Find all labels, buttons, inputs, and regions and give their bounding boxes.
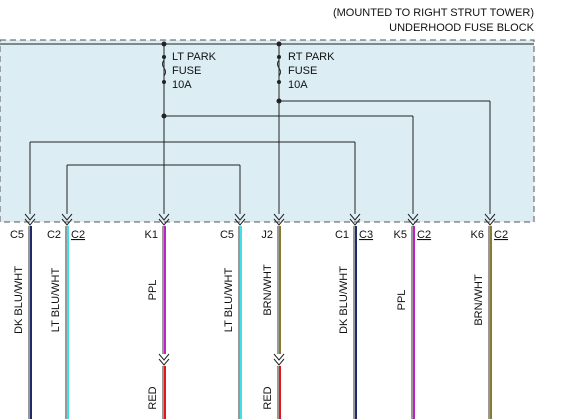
wire-1: LT BLU/WHT: [50, 226, 69, 419]
connector-icon: [158, 213, 170, 221]
pin-7: K6 C2: [471, 213, 508, 241]
wire-5: DK BLU/WHT: [338, 226, 357, 419]
wire-7: BRN/WHT: [473, 226, 492, 419]
pin-6: K5 C2: [394, 213, 431, 241]
fuse-lt-park-rating: 10A: [172, 79, 192, 91]
header-fuse-block-title: UNDERHOOD FUSE BLOCK: [389, 22, 535, 34]
wire-4: BRN/WHT: [262, 226, 281, 354]
fuse-lt-park-type: FUSE: [172, 65, 201, 77]
wire-0: DK BLU/WHT: [13, 226, 32, 419]
wire-color-label: LT BLU/WHT: [50, 268, 62, 333]
fuse-lt-park: LT PARK FUSE 10A: [162, 51, 217, 91]
fuse-rt-park-rating: 10A: [288, 79, 308, 91]
inline-connector-icon: [158, 353, 170, 361]
connector-label: C2: [494, 229, 508, 241]
connector-label: C2: [417, 229, 431, 241]
connector-icon: [407, 213, 419, 221]
fuse-icon: [162, 59, 166, 77]
wire-color-label: LT BLU/WHT: [223, 268, 235, 333]
wire-color-label: RED: [262, 386, 274, 409]
pin-0: C5: [10, 213, 36, 241]
fuse-rt-park-type: FUSE: [288, 65, 317, 77]
connector-label: C3: [359, 229, 373, 241]
pin-label: K1: [145, 229, 158, 241]
connector-icon: [273, 213, 285, 221]
pin-5: C1 C3: [335, 213, 373, 241]
pin-label: C1: [335, 229, 349, 241]
wire-color-label: PPL: [147, 280, 159, 301]
header-mount-location: (MOUNTED TO RIGHT STRUT TOWER): [333, 7, 534, 19]
pin-label: C5: [10, 229, 24, 241]
lower-wire-0: RED: [147, 353, 170, 419]
pin-4: J2: [261, 213, 285, 241]
fuse-rt-park-name: RT PARK: [288, 51, 335, 63]
connector-icon: [24, 213, 36, 221]
pin-connectors: C5 C2 C2 K1 C5 J2 C1 C3 K5 C2 K6 C2: [10, 213, 508, 241]
pin-label: C5: [220, 229, 234, 241]
wire-color-label: DK BLU/WHT: [13, 266, 25, 334]
fuse-lt-park-name: LT PARK: [172, 51, 217, 63]
fuse-icon: [277, 59, 281, 77]
connector-label: C2: [71, 229, 85, 241]
pin-3: C5: [220, 213, 246, 241]
wire-color-label: BRN/WHT: [473, 274, 485, 326]
connector-icon: [349, 213, 361, 221]
pin-label: K6: [471, 229, 484, 241]
lower-wire-1: RED: [262, 353, 285, 419]
pin-1: C2 C2: [47, 213, 85, 241]
wire-color-label: BRN/WHT: [262, 264, 274, 316]
wire-color-label: RED: [147, 386, 159, 409]
wire-color-label: PPL: [396, 290, 408, 311]
wire-color-label: DK BLU/WHT: [338, 266, 350, 334]
connector-icon: [234, 213, 246, 221]
fuse-rt-park: RT PARK FUSE 10A: [277, 51, 335, 91]
wire-3: LT BLU/WHT: [223, 226, 242, 419]
connector-icon: [61, 213, 73, 221]
connector-icon: [484, 213, 496, 221]
pin-label: C2: [47, 229, 61, 241]
pin-label: J2: [261, 229, 273, 241]
wire-2: PPL: [147, 226, 166, 354]
internal-circuit: [0, 41, 534, 214]
pin-label: K5: [394, 229, 407, 241]
pin-2: K1: [145, 213, 170, 241]
wires: DK BLU/WHT LT BLU/WHT PPL LT BLU/WHT BRN/WHT…: [13, 226, 492, 419]
fuse-block-box: [0, 39, 535, 223]
inline-connector-icon: [273, 353, 285, 361]
wire-6: PPL: [396, 226, 415, 419]
